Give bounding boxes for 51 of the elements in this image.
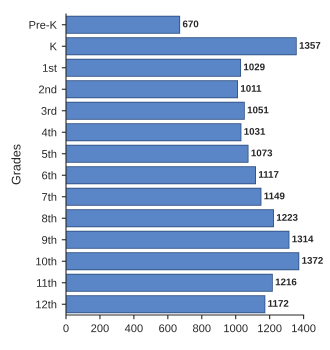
- data-label: 1117: [258, 171, 278, 178]
- y-tick-label: 2nd: [38, 85, 56, 94]
- y-tick-label: 4th: [42, 128, 56, 136]
- y-tick-label: 7th: [42, 192, 56, 201]
- data-label: 1314: [292, 235, 314, 242]
- x-tick-label: 1200: [258, 324, 282, 332]
- y-tick-label: 5th: [42, 150, 56, 158]
- data-label: 1031: [244, 128, 266, 135]
- data-label: 1223: [276, 214, 298, 221]
- bar: [66, 123, 242, 142]
- bar: [66, 209, 274, 228]
- data-label: 1029: [244, 63, 265, 70]
- data-label: 1172: [268, 300, 288, 307]
- bar: [66, 16, 180, 34]
- bar: [66, 37, 297, 56]
- y-axis-title: Grades: [11, 144, 21, 184]
- y-tick-label: 11th: [37, 278, 56, 287]
- y-tick-label: 10th: [36, 257, 56, 266]
- x-tick-label: 600: [159, 324, 177, 332]
- x-tick-label: 1000: [224, 324, 248, 332]
- x-tick-label: 1400: [292, 324, 316, 332]
- y-tick-label: K: [50, 42, 57, 50]
- bar: [66, 144, 249, 163]
- data-label: 1216: [276, 278, 296, 286]
- x-tick-label: 0: [63, 324, 69, 332]
- x-tick-label: 400: [124, 324, 143, 332]
- data-label: 1372: [302, 256, 323, 264]
- bar: [66, 188, 262, 206]
- data-label: 1011: [240, 84, 262, 92]
- data-label: 1357: [300, 42, 320, 49]
- data-label: 1149: [264, 192, 285, 200]
- bar: [66, 166, 256, 184]
- y-tick-label: 9th: [42, 236, 56, 244]
- y-tick-label: 8th: [42, 214, 56, 222]
- y-tick-label: 1st: [43, 64, 57, 72]
- data-label: 1051: [248, 106, 269, 114]
- bar: [66, 252, 300, 270]
- bar: [66, 274, 273, 292]
- bar: [66, 80, 238, 98]
- data-label: 1073: [251, 149, 272, 156]
- y-tick-label: 6th: [42, 171, 56, 180]
- bar: [66, 58, 242, 77]
- bar: [66, 230, 290, 249]
- data-label: 670: [182, 20, 198, 28]
- x-tick-label: 800: [192, 324, 211, 332]
- y-tick-label: Pre-K: [29, 21, 57, 29]
- x-tick-label: 200: [91, 324, 109, 332]
- y-tick-label: 12th: [36, 300, 56, 308]
- bar: [66, 295, 266, 314]
- y-tick-label: 3rd: [41, 106, 56, 115]
- bar: [66, 102, 245, 120]
